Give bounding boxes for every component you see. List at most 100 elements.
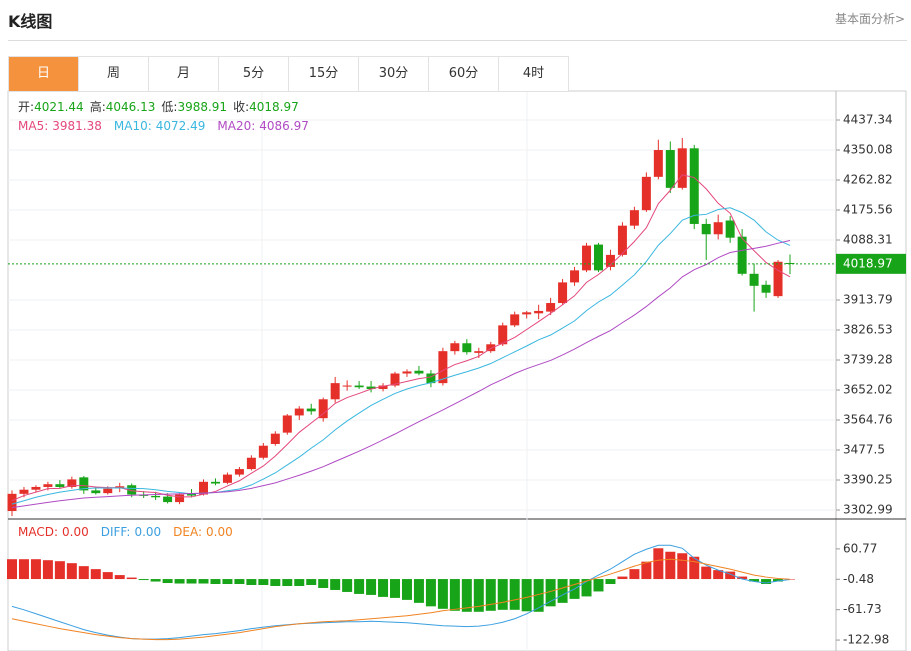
- macd-bar: [330, 579, 341, 590]
- macd-bar: [342, 579, 353, 592]
- macd-bar: [785, 579, 795, 580]
- y-tick-label: 3826.53: [843, 323, 893, 337]
- legend-value: 0.00: [134, 525, 161, 539]
- candle-body: [593, 244, 603, 271]
- period-tab[interactable]: 日: [9, 57, 79, 91]
- macd-bar: [473, 579, 484, 612]
- candle-body: [582, 245, 592, 271]
- legend-value: 3981.38: [52, 119, 102, 133]
- candle-body: [210, 481, 220, 484]
- macd-bar: [174, 579, 185, 584]
- y-tick-label: 3564.76: [843, 413, 893, 427]
- ma-line: [11, 174, 791, 502]
- candle-body: [115, 486, 125, 488]
- candle-body: [689, 148, 699, 224]
- macd-bar: [749, 579, 760, 582]
- candle-body: [366, 386, 376, 389]
- period-tab[interactable]: 5分: [219, 57, 289, 91]
- period-tab[interactable]: 60分: [429, 57, 499, 91]
- info-label: 高: [90, 99, 102, 114]
- candle-body: [222, 474, 232, 483]
- candle-body: [330, 383, 340, 400]
- candle-body: [234, 469, 244, 475]
- candle-body: [103, 488, 113, 494]
- macd-bar: [701, 566, 712, 580]
- macd-bar: [114, 575, 125, 580]
- macd-bar: [485, 579, 496, 611]
- macd-bar: [66, 563, 77, 580]
- legend-sep: :: [251, 119, 255, 133]
- candle-body: [187, 493, 197, 496]
- period-tab[interactable]: 4时: [499, 57, 569, 91]
- candle-body: [510, 314, 520, 326]
- info-label: 低: [161, 100, 173, 114]
- macd-bar: [725, 571, 736, 580]
- candle-body: [354, 385, 364, 388]
- macd-bar: [306, 579, 317, 585]
- ma-legend: MA5: 3981.38 MA10: 4072.49 MA20: 4086.97: [18, 119, 309, 133]
- candle-body: [558, 282, 568, 304]
- last-price-box: [836, 253, 906, 274]
- period-tab[interactable]: 15分: [289, 57, 359, 91]
- last-price-label: 4018.97: [843, 256, 893, 270]
- macd-bar: [557, 579, 568, 603]
- macd-legend: MACD: 0.00 DIFF: 0.00 DEA: 0.00: [18, 525, 233, 539]
- legend-sep: :: [198, 525, 202, 539]
- legend-value: 0.00: [206, 525, 233, 539]
- y-tick-label: 4350.08: [843, 143, 893, 157]
- legend-sep: :: [44, 119, 48, 133]
- candle-body: [522, 312, 532, 315]
- macd-bar: [533, 579, 544, 612]
- candle-body: [426, 373, 436, 384]
- candle-body: [773, 261, 783, 297]
- candle-body: [462, 343, 472, 353]
- macd-bar: [761, 579, 772, 585]
- fundamental-link[interactable]: 基本面分析>: [834, 12, 905, 26]
- candle-body: [725, 220, 735, 238]
- y-tick-label: 4088.31: [843, 232, 893, 246]
- candle-body: [641, 176, 651, 211]
- candle-body: [282, 415, 292, 433]
- candle-body: [402, 371, 412, 374]
- macd-bar: [54, 561, 65, 580]
- macd-bar: [437, 579, 448, 609]
- y-tick-label: 60.77: [843, 541, 877, 555]
- y-tick-label: -61.73: [843, 602, 882, 616]
- candle-body: [127, 485, 137, 495]
- candle-body: [713, 222, 723, 235]
- candle-body: [7, 493, 17, 512]
- macd-bar: [521, 579, 532, 612]
- macd-bar: [282, 579, 293, 586]
- info-value: 4018.97: [249, 100, 299, 114]
- period-tabs: 日周月 5分 15分 30分 60分 4时: [8, 56, 569, 92]
- macd-bar: [258, 579, 269, 585]
- chart-frame: [7, 90, 907, 651]
- macd-bar: [461, 579, 472, 612]
- macd-line: [11, 558, 791, 641]
- macd-bar: [246, 579, 257, 585]
- macd-bar: [18, 559, 29, 580]
- macd-bar: [270, 579, 281, 586]
- candle-body: [474, 351, 484, 353]
- macd-bar: [617, 576, 628, 580]
- page-title: K线图: [8, 12, 53, 31]
- period-tab[interactable]: 月: [149, 57, 219, 91]
- y-tick-label: 3390.25: [843, 472, 893, 486]
- y-tick-label: 3652.02: [843, 382, 893, 396]
- candle-body: [701, 223, 711, 235]
- macd-bar: [773, 579, 784, 582]
- macd-bar: [581, 579, 592, 597]
- macd-bar: [138, 579, 149, 581]
- info-value: 3988.91: [177, 100, 227, 114]
- legend-name: DEA: [173, 525, 199, 539]
- macd-bar: [294, 579, 305, 586]
- macd-bar: [593, 579, 604, 592]
- candle-body: [414, 370, 424, 374]
- candle-body: [546, 303, 556, 312]
- candle-body: [175, 494, 185, 503]
- macd-bar: [366, 579, 377, 595]
- period-tab[interactable]: 30分: [359, 57, 429, 91]
- info-label: 开: [18, 100, 30, 114]
- period-tab[interactable]: 周: [79, 57, 149, 91]
